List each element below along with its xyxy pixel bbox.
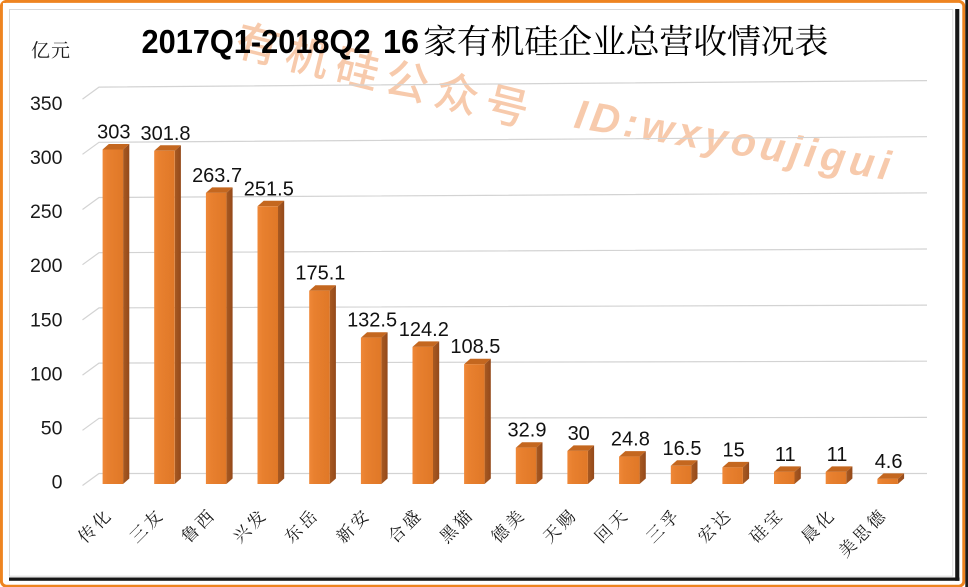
svg-text:250: 250 [30,201,63,223]
svg-text:11: 11 [827,444,848,466]
svg-text:100: 100 [30,363,63,385]
svg-text:50: 50 [41,418,63,440]
svg-text:16.5: 16.5 [663,438,702,460]
svg-text:24.8: 24.8 [611,429,650,451]
svg-text:32.9: 32.9 [508,420,547,442]
svg-text:150: 150 [30,309,63,331]
svg-text:263.7: 263.7 [192,165,242,187]
svg-text:251.5: 251.5 [244,178,294,200]
svg-text:301.8: 301.8 [140,123,190,145]
svg-text:30: 30 [568,423,590,445]
svg-text:16: 16 [383,23,419,60]
svg-text:303: 303 [97,122,130,144]
svg-text:350: 350 [30,93,63,115]
svg-text:15: 15 [722,439,744,461]
svg-text:11: 11 [775,444,796,466]
svg-text:124.2: 124.2 [399,319,449,341]
svg-text:4.6: 4.6 [875,451,903,473]
svg-text:0: 0 [52,472,63,494]
svg-text:2017Q1-2018Q2: 2017Q1-2018Q2 [142,23,371,60]
svg-text:108.5: 108.5 [450,336,500,358]
svg-text:132.5: 132.5 [347,310,397,332]
svg-text:200: 200 [30,255,63,277]
svg-text:175.1: 175.1 [295,263,345,285]
svg-text:300: 300 [30,147,63,169]
